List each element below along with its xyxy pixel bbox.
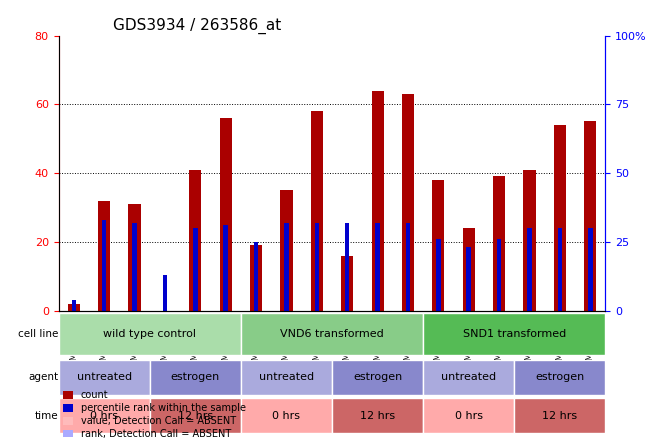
Text: 0 hrs: 0 hrs bbox=[90, 411, 118, 421]
Text: 0 hrs: 0 hrs bbox=[272, 411, 301, 421]
Bar bbox=[497, 239, 501, 310]
Text: estrogen: estrogen bbox=[535, 372, 585, 382]
FancyBboxPatch shape bbox=[332, 360, 423, 395]
Bar bbox=[493, 176, 505, 310]
Text: SND1 transformed: SND1 transformed bbox=[463, 329, 566, 339]
Bar bbox=[402, 94, 414, 310]
Bar bbox=[554, 125, 566, 310]
FancyBboxPatch shape bbox=[150, 398, 241, 433]
Bar bbox=[219, 118, 232, 310]
Text: VND6 transformed: VND6 transformed bbox=[280, 329, 384, 339]
Legend: count, percentile rank within the sample, value, Detection Call = ABSENT, rank, : count, percentile rank within the sample… bbox=[63, 390, 246, 439]
Bar bbox=[406, 222, 410, 310]
Bar bbox=[68, 304, 80, 310]
Text: untreated: untreated bbox=[77, 372, 132, 382]
Bar bbox=[193, 228, 198, 310]
FancyBboxPatch shape bbox=[514, 398, 605, 433]
FancyBboxPatch shape bbox=[241, 313, 423, 355]
FancyBboxPatch shape bbox=[59, 360, 150, 395]
Bar bbox=[250, 245, 262, 310]
Text: cell line: cell line bbox=[18, 329, 59, 339]
Text: 12 hrs: 12 hrs bbox=[360, 411, 395, 421]
Bar bbox=[163, 275, 167, 310]
Bar bbox=[102, 220, 107, 310]
Text: agent: agent bbox=[29, 372, 59, 382]
FancyBboxPatch shape bbox=[59, 313, 241, 355]
Text: 0 hrs: 0 hrs bbox=[454, 411, 483, 421]
Bar bbox=[311, 111, 323, 310]
Bar bbox=[341, 255, 353, 310]
Text: 12 hrs: 12 hrs bbox=[542, 411, 577, 421]
Bar bbox=[128, 204, 141, 310]
Bar bbox=[584, 122, 596, 310]
Bar bbox=[250, 245, 262, 310]
Text: wild type control: wild type control bbox=[104, 329, 196, 339]
Bar bbox=[466, 247, 471, 310]
FancyBboxPatch shape bbox=[423, 398, 514, 433]
Bar bbox=[527, 228, 532, 310]
Bar bbox=[98, 201, 110, 310]
Text: 12 hrs: 12 hrs bbox=[178, 411, 213, 421]
Text: untreated: untreated bbox=[259, 372, 314, 382]
Text: estrogen: estrogen bbox=[171, 372, 220, 382]
Bar bbox=[132, 222, 137, 310]
Bar bbox=[223, 225, 228, 310]
FancyBboxPatch shape bbox=[423, 360, 514, 395]
Bar bbox=[314, 222, 319, 310]
Bar bbox=[372, 91, 383, 310]
Bar bbox=[72, 300, 76, 310]
Bar bbox=[128, 276, 141, 310]
Bar bbox=[463, 228, 475, 310]
FancyBboxPatch shape bbox=[59, 398, 150, 433]
FancyBboxPatch shape bbox=[514, 360, 605, 395]
Bar bbox=[341, 255, 353, 310]
FancyBboxPatch shape bbox=[241, 398, 332, 433]
Bar bbox=[345, 222, 350, 310]
Bar bbox=[588, 228, 592, 310]
FancyBboxPatch shape bbox=[423, 313, 605, 355]
FancyBboxPatch shape bbox=[150, 360, 241, 395]
Bar bbox=[375, 222, 380, 310]
Bar bbox=[72, 300, 76, 310]
Text: estrogen: estrogen bbox=[353, 372, 402, 382]
Bar bbox=[281, 190, 292, 310]
Bar bbox=[436, 239, 441, 310]
FancyBboxPatch shape bbox=[332, 398, 423, 433]
Bar bbox=[557, 228, 562, 310]
Bar bbox=[254, 242, 258, 310]
Bar bbox=[284, 222, 289, 310]
Bar bbox=[189, 170, 201, 310]
FancyBboxPatch shape bbox=[241, 360, 332, 395]
Text: untreated: untreated bbox=[441, 372, 496, 382]
Bar bbox=[523, 170, 536, 310]
Text: time: time bbox=[35, 411, 59, 421]
Bar bbox=[132, 275, 137, 310]
Bar bbox=[432, 180, 445, 310]
Text: GDS3934 / 263586_at: GDS3934 / 263586_at bbox=[113, 18, 281, 34]
